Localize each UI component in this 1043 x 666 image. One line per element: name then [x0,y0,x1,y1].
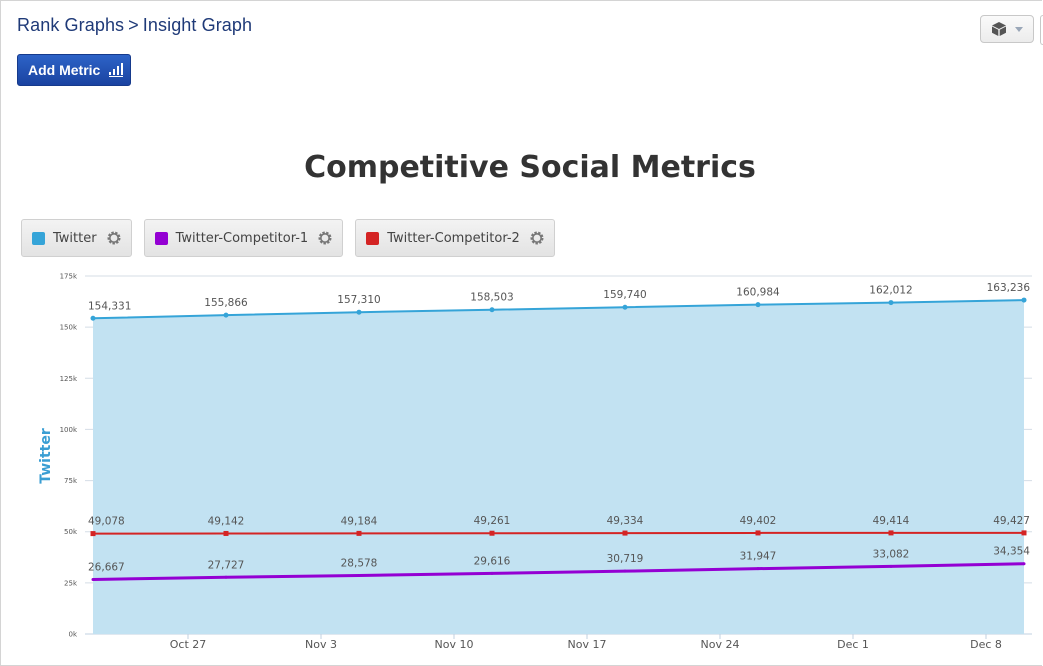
data-label: 162,012 [869,285,912,297]
data-point [90,531,96,537]
line-chart: 0k 25k 50k 75k 100k 125k 150k 175k Oct 27 Nov 3 N… [38,273,1032,651]
data-point [1021,530,1027,536]
data-point [356,530,362,536]
y-tick-label: 125k [60,375,78,383]
legend-swatch [32,231,45,245]
gear-icon[interactable] [530,231,544,245]
breadcrumb: Rank Graphs > Insight Graph [17,15,256,36]
data-point [357,574,361,578]
data-label: 27,727 [208,559,245,571]
y-tick-label: 50k [64,528,78,536]
data-point [888,530,894,536]
data-label: 49,184 [341,515,378,527]
data-label: 29,616 [474,555,511,567]
area-twitter [93,300,1024,634]
data-label: 158,503 [470,292,513,304]
data-point [356,309,362,315]
legend-swatch [366,231,380,245]
chevron-down-icon [1015,26,1023,32]
x-tick-label: Dec 8 [970,638,1002,651]
legend-label: Twitter-Competitor-1 [175,230,309,246]
data-label: 49,334 [607,515,644,527]
legend-item-twitter-competitor-1[interactable]: Twitter-Competitor-1 [143,219,344,257]
chart-title: Competitive Social Metrics [304,150,756,185]
legend-item-twitter-competitor-2[interactable]: Twitter-Competitor-2 [355,219,555,257]
series-line-twitter-competitor-1 [92,562,1025,581]
legend-item-twitter[interactable]: Twitter [21,219,132,257]
data-point [90,315,96,321]
data-label: 30,719 [607,553,644,565]
data-point [223,530,229,536]
gear-icon[interactable] [318,231,332,245]
data-point [489,530,495,536]
line-layer [90,297,1027,581]
data-point [91,577,95,581]
data-point [888,300,894,306]
breadcrumb-insight-graph: Insight Graph [142,15,253,35]
y-tick-label: 0k [68,631,77,639]
add-metric-label: Add Metric [28,62,101,78]
legend-swatch [154,231,168,245]
x-tick-label: Oct 27 [170,638,207,651]
data-label: 49,427 [993,515,1030,527]
data-label: 28,578 [341,558,378,570]
data-point [622,304,628,310]
data-label: 157,310 [337,294,380,306]
data-point [224,575,228,579]
area-layer [93,300,1024,634]
x-tick-label: Nov 10 [435,638,474,651]
data-label: 26,667 [88,561,125,573]
y-tick-label: 75k [64,477,78,485]
data-point [490,571,494,575]
y-axis: 0k 25k 50k 75k 100k 125k 150k 175k [60,273,78,639]
data-point [1022,562,1026,566]
legend: Twitter Twitter-Competitor-1 Twitter-Com… [21,219,555,257]
data-label: 49,078 [88,516,125,528]
data-point [622,530,628,536]
data-label: 49,142 [208,515,245,527]
x-tick-label: Nov 3 [305,638,337,651]
data-point [1021,297,1027,303]
data-label: 33,082 [873,548,910,560]
data-point [756,567,760,571]
cut-off-button [1040,15,1043,45]
series-line-twitter [92,299,1025,320]
data-label: 159,740 [603,289,646,301]
add-metric-button[interactable]: Add Metric [17,54,131,86]
data-label: 155,866 [204,297,248,309]
data-label: 163,236 [987,282,1031,294]
legend-label: Twitter-Competitor-2 [387,230,520,246]
data-point [623,569,627,573]
legend-label: Twitter [53,230,97,246]
x-tick-label: Dec 1 [837,638,869,651]
data-point [889,564,893,568]
data-point [755,302,761,308]
data-label: 154,331 [88,300,131,312]
y-tick-label: 175k [60,273,78,281]
y-tick-label: 150k [60,324,78,332]
data-point [489,307,495,313]
gear-icon[interactable] [107,231,121,245]
breadcrumb-rank-graphs[interactable]: Rank Graphs [17,15,125,35]
breadcrumb-separator: > [128,15,139,35]
x-tick-label: Nov 17 [568,638,607,651]
data-label: 160,984 [736,287,780,299]
data-label: 31,947 [740,551,777,563]
y-tick-label: 100k [60,426,78,434]
data-label: 34,354 [993,546,1030,558]
data-label: 49,261 [474,515,511,527]
settings-menu-button[interactable] [980,15,1034,43]
cube-icon [992,22,1006,36]
data-point [755,530,761,536]
y-axis-title: Twitter [38,428,54,484]
bar-chart-icon [109,63,124,77]
y-tick-label: 25k [64,579,78,587]
data-label: 49,414 [873,515,910,527]
data-label: 49,402 [740,515,777,527]
data-point [223,312,229,318]
x-axis: Oct 27 Nov 3 Nov 10 Nov 17 Nov 24 Dec 1 Dec 8 [170,634,1002,651]
data-labels: 154,331 155,866 157,310 158,503 159,740 160,9… [88,282,1030,573]
x-tick-label: Nov 24 [701,638,740,651]
series-line-twitter-competitor-2 [92,531,1025,535]
